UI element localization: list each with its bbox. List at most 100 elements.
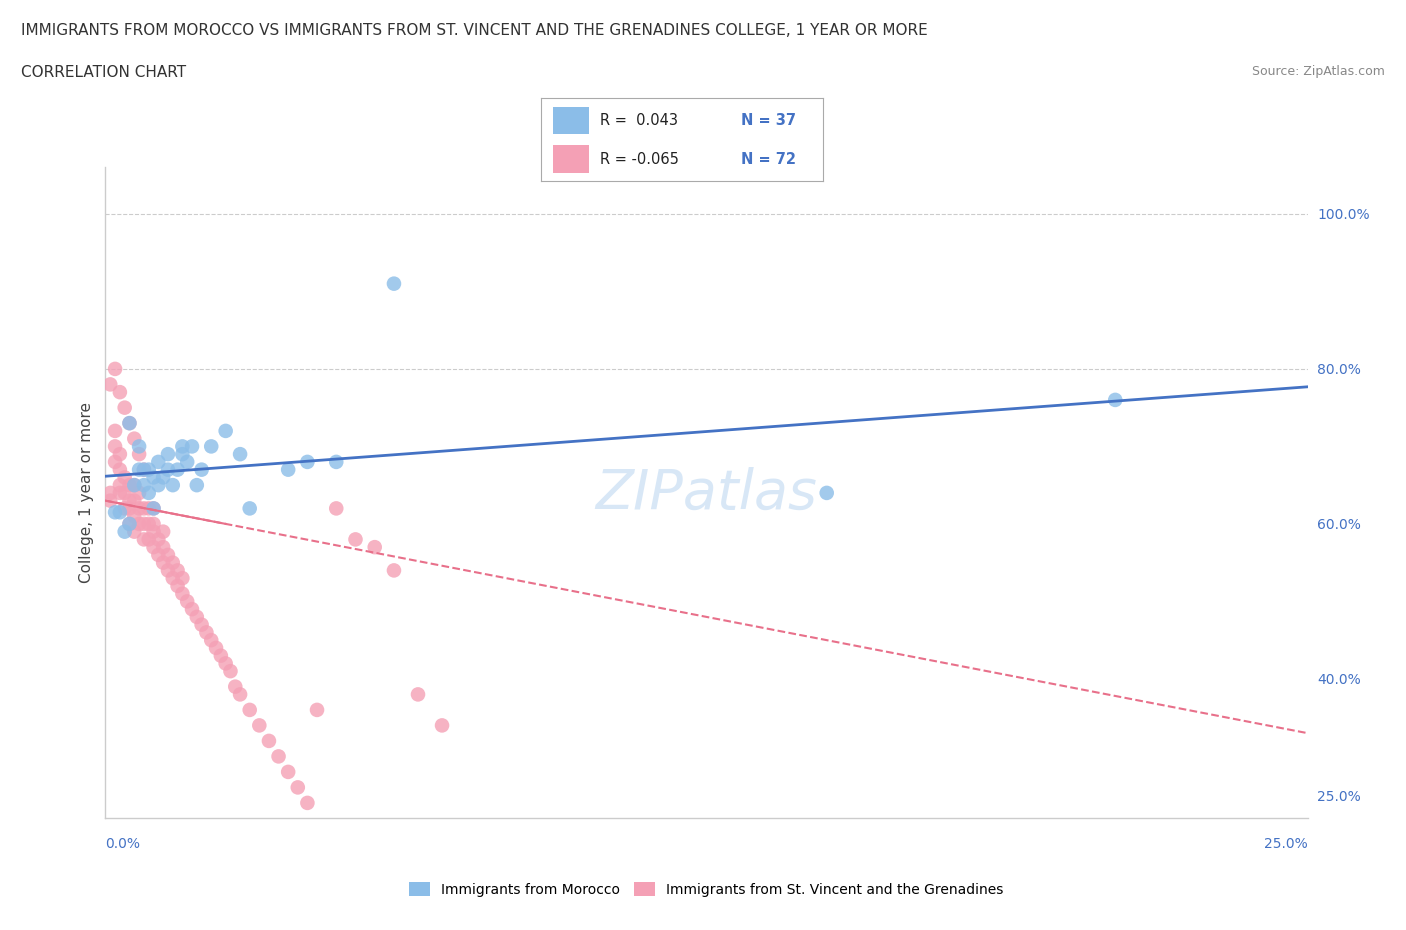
Point: [118, 478, 141, 493]
Point: [104, 505, 127, 520]
Point: [176, 455, 198, 470]
Point: [156, 462, 179, 477]
Point: [114, 525, 136, 539]
Point: [142, 539, 165, 554]
Point: [142, 525, 165, 539]
Text: R =  0.043: R = 0.043: [600, 113, 678, 128]
Point: [148, 532, 170, 547]
Point: [148, 478, 170, 493]
Legend: Immigrants from Morocco, Immigrants from St. Vincent and the Grenadines: Immigrants from Morocco, Immigrants from…: [404, 877, 1010, 903]
Text: ZIPatlas: ZIPatlas: [596, 467, 817, 519]
Point: [190, 462, 212, 477]
Point: [132, 501, 155, 516]
Point: [108, 446, 131, 461]
Point: [297, 455, 319, 470]
Point: [325, 501, 347, 516]
Text: IMMIGRANTS FROM MOROCCO VS IMMIGRANTS FROM ST. VINCENT AND THE GRENADINES COLLEG: IMMIGRANTS FROM MOROCCO VS IMMIGRANTS FR…: [21, 23, 928, 38]
Point: [152, 555, 174, 570]
Point: [104, 439, 127, 454]
Point: [104, 423, 127, 438]
Point: [162, 571, 184, 586]
Point: [181, 439, 204, 454]
Point: [114, 470, 136, 485]
Point: [118, 416, 141, 431]
Point: [132, 478, 155, 493]
Point: [98, 377, 121, 392]
Point: [104, 362, 127, 377]
Point: [219, 664, 242, 679]
Point: [138, 516, 160, 531]
Point: [205, 641, 228, 656]
Point: [172, 586, 194, 601]
Point: [138, 501, 160, 516]
Point: [108, 485, 131, 500]
Point: [166, 578, 188, 593]
Point: [305, 702, 328, 717]
Point: [132, 462, 155, 477]
Point: [132, 532, 155, 547]
Point: [138, 485, 160, 500]
Point: [186, 609, 208, 624]
Point: [124, 432, 146, 446]
Point: [98, 485, 121, 500]
Text: N = 37: N = 37: [741, 113, 796, 128]
Point: [247, 718, 270, 733]
Y-axis label: College, 1 year or more: College, 1 year or more: [79, 403, 94, 583]
Point: [200, 632, 222, 647]
Point: [186, 478, 208, 493]
Point: [166, 563, 188, 578]
Point: [132, 462, 155, 477]
Point: [200, 439, 222, 454]
Point: [114, 485, 136, 500]
Point: [239, 702, 262, 717]
Point: [108, 505, 131, 520]
Point: [124, 493, 146, 508]
Point: [124, 525, 146, 539]
Point: [257, 734, 280, 749]
Point: [142, 470, 165, 485]
Point: [382, 276, 405, 291]
Point: [148, 548, 170, 563]
FancyBboxPatch shape: [553, 107, 589, 135]
Point: [124, 509, 146, 524]
Point: [128, 439, 150, 454]
Point: [297, 795, 319, 810]
Point: [364, 539, 387, 554]
Text: CORRELATION CHART: CORRELATION CHART: [21, 65, 186, 80]
Point: [152, 539, 174, 554]
Point: [108, 385, 131, 400]
Point: [172, 439, 194, 454]
Point: [128, 516, 150, 531]
Point: [124, 478, 146, 493]
Point: [430, 718, 453, 733]
Point: [148, 455, 170, 470]
Point: [172, 571, 194, 586]
Point: [382, 563, 405, 578]
Point: [162, 478, 184, 493]
Point: [325, 455, 347, 470]
Point: [224, 679, 246, 694]
Point: [152, 470, 174, 485]
Point: [118, 493, 141, 508]
Text: 0.0%: 0.0%: [105, 837, 141, 851]
Point: [156, 446, 179, 461]
Point: [118, 516, 141, 531]
Point: [114, 501, 136, 516]
Point: [176, 594, 198, 609]
Point: [229, 687, 252, 702]
Point: [287, 780, 309, 795]
Point: [114, 400, 136, 415]
Text: 25.0%: 25.0%: [1264, 837, 1308, 851]
Point: [138, 462, 160, 477]
Point: [142, 516, 165, 531]
Text: N = 72: N = 72: [741, 152, 796, 166]
Point: [98, 493, 121, 508]
Point: [108, 462, 131, 477]
Point: [214, 656, 236, 671]
Point: [172, 446, 194, 461]
Point: [181, 602, 204, 617]
Text: Source: ZipAtlas.com: Source: ZipAtlas.com: [1251, 65, 1385, 78]
Point: [209, 648, 232, 663]
Point: [104, 455, 127, 470]
Point: [344, 532, 367, 547]
